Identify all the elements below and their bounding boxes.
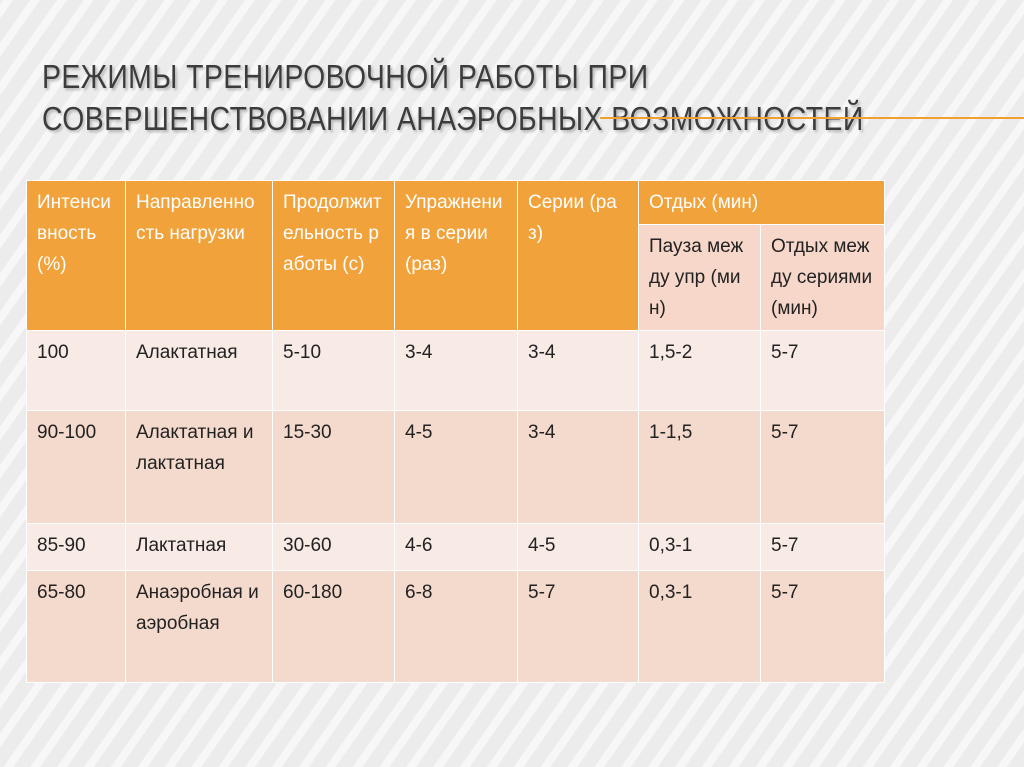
table-cell: 0,3-1 xyxy=(638,570,761,683)
header-row: Интенсивность (%) Направленность нагрузки… xyxy=(26,180,886,331)
table-cell: 6-8 xyxy=(394,570,518,683)
title-line: РЕЖИМЫ ТРЕНИРОВОЧНОЙ РАБОТЫ ПРИ xyxy=(42,58,649,95)
table-cell: 90-100 xyxy=(26,410,126,524)
table-cell: Лактатная xyxy=(125,523,273,571)
table-cell: 3-4 xyxy=(394,330,518,411)
table-cell: 65-80 xyxy=(26,570,126,683)
table-cell: Алактатная xyxy=(125,330,273,411)
table-cell: 85-90 xyxy=(26,523,126,571)
table-cell: 3-4 xyxy=(517,410,639,524)
title-rule xyxy=(600,117,1024,119)
table-cell: Алактатная и лактатная xyxy=(125,410,273,524)
table: Интенсивность (%) Направленность нагрузки… xyxy=(26,180,886,683)
table-cell: 100 xyxy=(26,330,126,411)
table-cell: 5-7 xyxy=(759,570,886,683)
table-row: 85-90 Лактатная 30-60 4-6 4-5 0,3-1 5-7 xyxy=(26,523,886,571)
table-cell: 4-5 xyxy=(394,410,518,524)
table-cell: 60-180 xyxy=(272,570,395,683)
header-cell: Продолжительность работы (с) xyxy=(272,180,395,331)
table-cell: 0,3-1 xyxy=(638,523,761,571)
subheader-cell: Пауза между упр (мин) xyxy=(638,224,761,331)
header-cell: Отдых (мин) xyxy=(637,180,886,225)
subheader-row: Пауза между упр (мин) Отдых между сериями… xyxy=(27,224,886,331)
table-cell: 15-30 xyxy=(272,410,395,524)
table-cell: 5-7 xyxy=(517,570,639,683)
table-row: 100 Алактатная 5-10 3-4 3-4 1,5-2 5-7 xyxy=(26,330,886,411)
table-cell: 1-1,5 xyxy=(638,410,761,524)
table-cell: 5-7 xyxy=(759,330,886,411)
table-cell: 5-7 xyxy=(759,410,886,524)
title: РЕЖИМЫ ТРЕНИРОВОЧНОЙ РАБОТЫ ПРИ СОВЕРШЕН… xyxy=(42,56,864,140)
subheader-cell: Отдых между сериями (мин) xyxy=(759,224,886,331)
table-cell: 3-4 xyxy=(517,330,639,411)
header-cell: Направленность нагрузки xyxy=(125,180,273,331)
header-cell: Серии (раз) xyxy=(517,180,639,331)
table-cell: 5-7 xyxy=(759,523,886,571)
header-cell: Интенсивность (%) xyxy=(26,180,126,331)
table-cell: 4-6 xyxy=(394,523,518,571)
title-line: СОВЕРШЕНСТВОВАНИИ АНАЭРОБНЫХ ВОЗМОЖНОСТЕ… xyxy=(42,100,864,137)
table-cell: Анаэробная и аэробная xyxy=(125,570,273,683)
table-row: 90-100 Алактатная и лактатная 15-30 4-5 3-4 1… xyxy=(26,410,886,524)
table-cell: 30-60 xyxy=(272,523,395,571)
header-cell: Упражнения в серии (раз) xyxy=(394,180,518,331)
table-cell: 4-5 xyxy=(517,523,639,571)
table-cell: 1,5-2 xyxy=(638,330,761,411)
table-row: 65-80 Анаэробная и аэробная 60-180 6-8 5-7 0,… xyxy=(26,570,886,683)
table-cell: 5-10 xyxy=(272,330,395,411)
